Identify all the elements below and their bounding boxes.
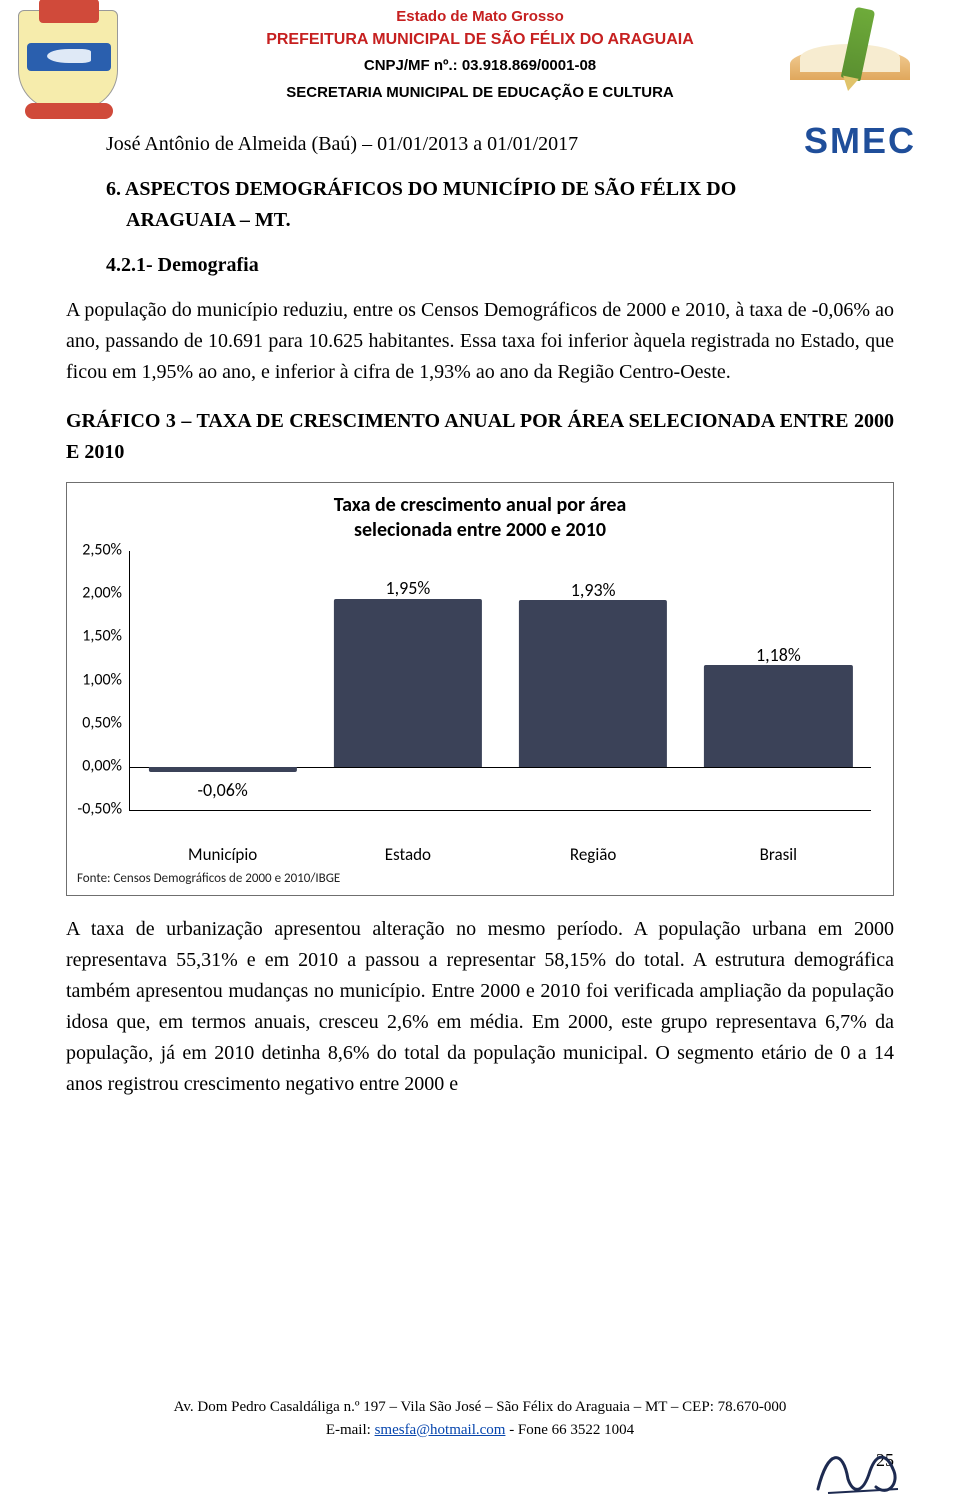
- chart-title-line2: selecionada entre 2000 e 2010: [354, 518, 606, 542]
- chart-value-label: 1,93%: [571, 577, 616, 605]
- chart-ytick: 0,00%: [70, 754, 122, 779]
- chart-bar: [704, 665, 852, 767]
- footer-address: Av. Dom Pedro Casaldáliga n.º 197 – Vila…: [0, 1396, 960, 1419]
- signature-icon: [808, 1439, 908, 1499]
- chart-plot-area: 2,50%2,00%1,50%1,00%0,50%0,00%-0,50%Muni…: [129, 551, 871, 811]
- section-6-line2: ARAGUAIA – MT.: [126, 205, 894, 236]
- chart-ytick: -0,50%: [70, 798, 122, 823]
- chart-value-label: 1,18%: [756, 642, 801, 670]
- chart-bar-zone: -0,06%: [130, 551, 315, 810]
- section-6-line1: 6. ASPECTOS DEMOGRÁFICOS DO MUNICÍPIO DE…: [66, 174, 894, 205]
- grafico-3-caption: GRÁFICO 3 – TAXA DE CRESCIMENTO ANUAL PO…: [66, 406, 894, 468]
- chart-bar-zone: 1,18%: [686, 551, 871, 810]
- chart-bar: [519, 600, 667, 767]
- chart-title: Taxa de crescimento anual por área selec…: [77, 493, 883, 543]
- intro-line: José Antônio de Almeida (Baú) – 01/01/20…: [66, 129, 894, 160]
- chart-ytick: 1,00%: [70, 668, 122, 693]
- chart-category-label: Região: [501, 810, 686, 868]
- chart-bar: [149, 767, 297, 772]
- chart-bar: [334, 599, 482, 767]
- chart-value-label: 1,95%: [386, 575, 431, 603]
- section-6-heading: 6. ASPECTOS DEMOGRÁFICOS DO MUNICÍPIO DE…: [66, 174, 894, 236]
- smec-logo: SMEC: [780, 10, 940, 110]
- chart-bar-zone: 1,95%: [315, 551, 500, 810]
- chart-source: Fonte: Censos Demográficos de 2000 e 201…: [77, 869, 883, 889]
- page-footer: Av. Dom Pedro Casaldáliga n.º 197 – Vila…: [0, 1396, 960, 1441]
- chart-category-label: Brasil: [686, 810, 871, 868]
- smec-logo-text: SMEC: [780, 120, 940, 162]
- footer-contact: E-mail: smesfa@hotmail.com - Fone 66 352…: [0, 1419, 960, 1442]
- chart-title-line1: Taxa de crescimento anual por área: [334, 493, 627, 517]
- chart-container: Taxa de crescimento anual por área selec…: [66, 482, 894, 896]
- paragraph-demografia: A população do município reduziu, entre …: [66, 295, 894, 388]
- document-body: José Antônio de Almeida (Baú) – 01/01/20…: [0, 111, 960, 1100]
- chart-ytick: 2,50%: [70, 539, 122, 564]
- subsection-421: 4.2.1- Demografia: [66, 250, 894, 281]
- chart-ytick: 2,00%: [70, 582, 122, 607]
- footer-email-label: E-mail:: [326, 1422, 375, 1438]
- chart-category-label: Estado: [315, 810, 500, 868]
- chart-bar-zone: 1,93%: [501, 551, 686, 810]
- paragraph-urbanizacao: A taxa de urbanização apresentou alteraç…: [66, 914, 894, 1100]
- chart-ytick: 1,50%: [70, 625, 122, 650]
- footer-email-link[interactable]: smesfa@hotmail.com: [375, 1422, 506, 1438]
- chart-category-label: Município: [130, 810, 315, 868]
- municipal-crest-logo: [18, 10, 128, 110]
- chart-value-label: -0,06%: [198, 777, 248, 805]
- footer-phone: - Fone 66 3522 1004: [505, 1422, 634, 1438]
- page-header: SMEC Estado de Mato Grosso PREFEITURA MU…: [0, 0, 960, 111]
- chart-ytick: 0,50%: [70, 711, 122, 736]
